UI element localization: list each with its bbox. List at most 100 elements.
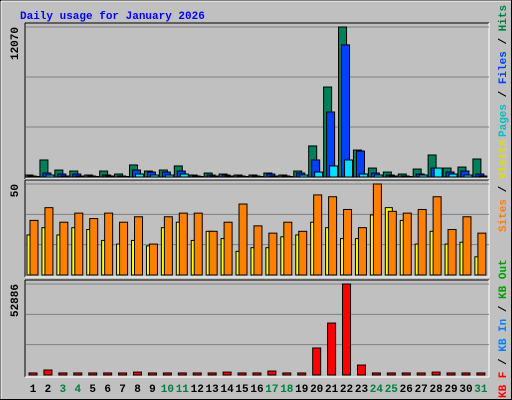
legend-entry: Visits <box>498 140 510 180</box>
legend: KB F / KB In / KB Out <box>498 259 510 398</box>
x-tick-label: 12 <box>191 384 204 396</box>
bar <box>179 173 189 178</box>
bar <box>73 372 83 376</box>
panel <box>25 280 489 377</box>
bar <box>297 372 307 376</box>
x-tick-label: 16 <box>250 384 263 396</box>
legend-separator: / <box>498 299 510 319</box>
bar <box>60 175 70 178</box>
bar <box>401 372 411 376</box>
bar <box>298 230 308 276</box>
bar <box>462 216 472 276</box>
bar <box>314 171 324 178</box>
bar <box>343 208 353 276</box>
x-tick-label: 18 <box>280 384 294 396</box>
x-tick-label: 3 <box>60 384 67 396</box>
legend-entry: KB Out <box>498 259 510 299</box>
x-tick-label: 28 <box>430 384 444 396</box>
bar <box>105 175 115 178</box>
bar <box>103 372 113 376</box>
panel <box>25 23 489 179</box>
bar <box>75 175 85 178</box>
legend-entry: Sites <box>498 199 510 232</box>
bar <box>312 347 322 376</box>
bar <box>357 227 367 276</box>
bar <box>299 174 309 178</box>
bar <box>372 183 382 276</box>
bar <box>327 322 337 376</box>
bar <box>162 372 172 376</box>
bar <box>193 212 203 276</box>
bar <box>148 243 158 276</box>
x-tick-label: 8 <box>134 384 141 396</box>
y-tick-label: 12070 <box>10 27 22 60</box>
y-tick-label: 52886 <box>10 284 22 317</box>
bar <box>269 175 279 178</box>
bar <box>222 371 232 376</box>
x-tick-label: 5 <box>89 384 96 396</box>
bar <box>461 372 471 376</box>
bar <box>463 174 473 178</box>
bar <box>252 372 262 376</box>
x-tick-label: 10 <box>161 384 174 396</box>
bar <box>253 225 263 276</box>
bar <box>477 232 487 276</box>
bar <box>237 372 247 376</box>
bar <box>344 159 354 178</box>
bar <box>147 372 157 376</box>
bar <box>164 174 174 178</box>
bar <box>355 150 365 178</box>
bar <box>44 207 54 276</box>
legend: Sites / Visits <box>498 140 510 232</box>
bar <box>208 230 218 276</box>
bar <box>119 221 129 276</box>
x-tick-label: 22 <box>340 384 353 396</box>
bar <box>223 221 233 276</box>
bar <box>431 371 441 376</box>
bar <box>432 196 442 276</box>
bar <box>328 196 338 276</box>
bar <box>209 175 219 178</box>
bar <box>238 203 248 276</box>
bar <box>356 364 366 376</box>
bar <box>342 283 352 376</box>
legend-entry: KB In <box>498 319 510 352</box>
x-tick-label: 24 <box>370 384 384 396</box>
bar <box>134 216 144 276</box>
bar <box>58 372 68 376</box>
chart-title: Daily usage for January 2026 <box>20 11 205 23</box>
bar <box>371 372 381 376</box>
x-tick-label: 4 <box>74 384 81 396</box>
bar <box>268 232 278 276</box>
x-tick-label: 15 <box>235 384 249 396</box>
bar <box>59 221 69 276</box>
bar <box>149 174 159 178</box>
legend-entry: Hits <box>498 5 510 31</box>
bar <box>478 175 488 178</box>
bar <box>433 167 443 178</box>
x-tick-label: 31 <box>474 384 488 396</box>
x-tick-label: 20 <box>310 384 323 396</box>
bar <box>178 212 188 276</box>
legend-separator: / <box>498 352 510 372</box>
x-tick-label: 23 <box>355 384 369 396</box>
legend-entry: Pages <box>498 104 510 137</box>
bar <box>88 372 98 376</box>
bar <box>224 175 234 178</box>
legend-separator: / <box>498 31 510 51</box>
x-tick-label: 21 <box>325 384 339 396</box>
bar <box>402 212 412 276</box>
bar <box>341 44 351 178</box>
bar <box>118 372 128 376</box>
bar <box>417 208 427 276</box>
legend-separator: / <box>498 179 510 199</box>
y-tick-label: 50 <box>10 184 22 197</box>
bar <box>133 371 143 376</box>
bar <box>45 174 55 178</box>
legend-separator: / <box>498 84 510 104</box>
x-tick-label: 1 <box>30 384 37 396</box>
bar <box>418 174 428 178</box>
x-tick-label: 13 <box>206 384 220 396</box>
bar <box>282 372 292 376</box>
bar <box>416 372 426 376</box>
